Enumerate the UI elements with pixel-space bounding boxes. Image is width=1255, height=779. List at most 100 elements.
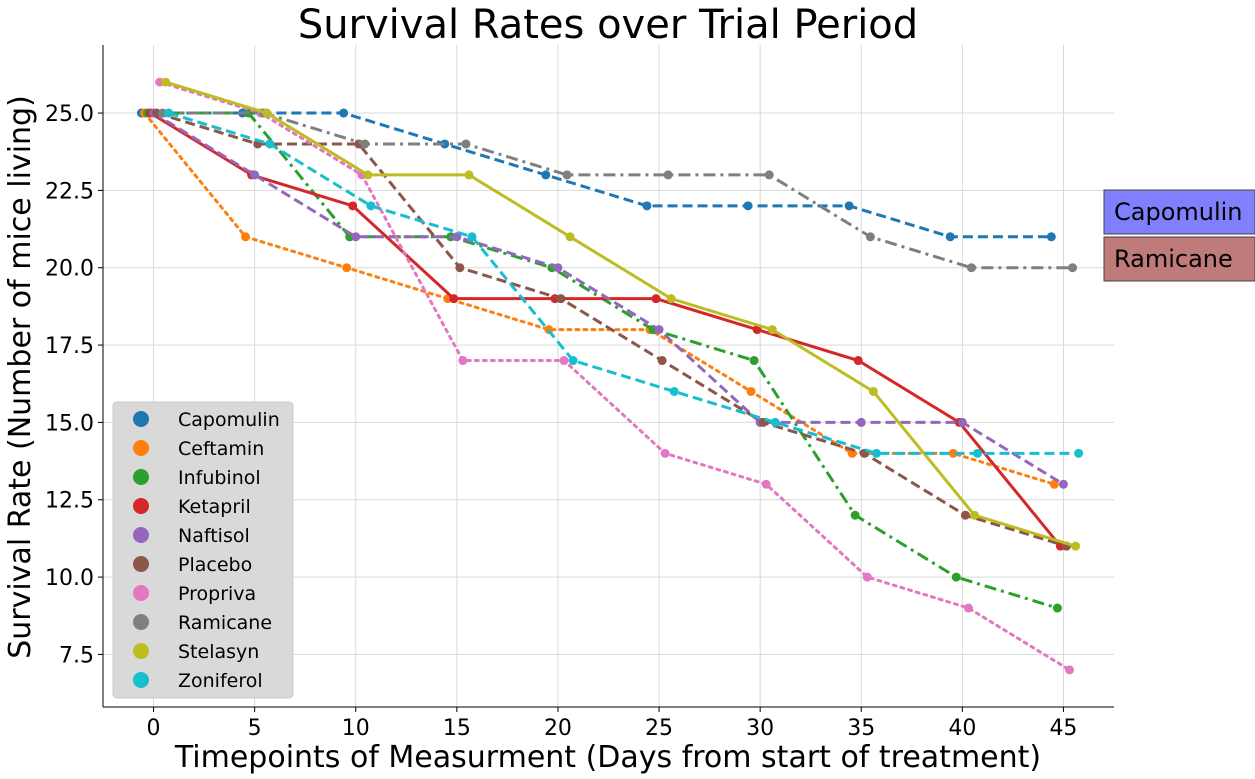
- data-point: [161, 77, 171, 87]
- legend-marker: [133, 643, 149, 659]
- series-lines: [136, 77, 1084, 675]
- legend-label: Zoniferol: [178, 670, 263, 692]
- data-point: [767, 325, 777, 335]
- data-point: [565, 232, 575, 242]
- data-point: [562, 170, 572, 180]
- data-point: [1074, 448, 1084, 458]
- legend-box: [112, 401, 294, 699]
- data-point: [764, 170, 774, 180]
- data-point: [657, 356, 667, 366]
- x-tick-label: 15: [443, 716, 471, 741]
- annotation-label: Ramicane: [1114, 245, 1233, 273]
- data-point: [749, 356, 759, 366]
- x-tick-label: 25: [645, 716, 673, 741]
- data-point: [847, 448, 857, 458]
- x-tick-label: 20: [544, 716, 572, 741]
- data-point: [746, 386, 756, 396]
- x-tick-label: 45: [1049, 716, 1077, 741]
- series-ketapril: [146, 108, 1065, 551]
- series-line: [149, 111, 1062, 548]
- series-line: [168, 111, 1079, 455]
- series-line: [156, 111, 1067, 548]
- data-point: [348, 201, 358, 211]
- data-point: [853, 356, 863, 366]
- data-point: [945, 232, 955, 242]
- data-point: [865, 232, 875, 242]
- chart-title: Survival Rates over Trial Period: [298, 2, 918, 48]
- legend-marker: [133, 440, 149, 456]
- annotation-tag: [1103, 236, 1255, 282]
- data-point: [1058, 479, 1068, 489]
- data-point: [669, 386, 679, 396]
- data-point: [752, 325, 762, 335]
- y-tick-label: 10.0: [45, 566, 94, 591]
- y-tick-label: 12.5: [45, 489, 94, 514]
- data-point: [351, 232, 361, 242]
- y-tick-label: 7.5: [59, 643, 94, 668]
- data-point: [1046, 232, 1056, 242]
- legend-label: Ketapril: [178, 496, 251, 518]
- x-tick-label: 10: [342, 716, 370, 741]
- data-point: [553, 263, 563, 273]
- legend-marker: [133, 498, 149, 514]
- data-point: [366, 201, 376, 211]
- data-point: [250, 170, 260, 180]
- legend-label: Capomulin: [178, 409, 280, 431]
- data-point: [265, 139, 275, 149]
- axes: [98, 45, 1114, 712]
- data-point: [455, 263, 465, 273]
- x-tick-label: 0: [147, 716, 161, 741]
- data-point: [850, 510, 860, 520]
- series-stelasyn: [161, 77, 1081, 551]
- data-point: [541, 170, 551, 180]
- data-point: [467, 232, 477, 242]
- data-point: [973, 448, 983, 458]
- y-tick-label: 17.5: [45, 334, 94, 359]
- data-point: [948, 448, 958, 458]
- data-point: [871, 448, 881, 458]
- legend-marker: [133, 469, 149, 485]
- x-tick-label: 40: [948, 716, 976, 741]
- data-point: [856, 417, 866, 427]
- x-tick-label: 5: [248, 716, 262, 741]
- data-point: [452, 232, 462, 242]
- annotation-label: Capomulin: [1114, 198, 1243, 226]
- legend-marker: [133, 411, 149, 427]
- y-axis-title: Survival Rate (Number of mice living): [3, 95, 38, 659]
- data-point: [761, 479, 771, 489]
- data-point: [663, 170, 673, 180]
- data-point: [951, 572, 961, 582]
- legend-label: Infubinol: [178, 467, 261, 489]
- data-point: [1052, 603, 1062, 613]
- legend-label: Ramicane: [178, 612, 272, 634]
- data-point: [164, 108, 174, 118]
- data-point: [770, 417, 780, 427]
- data-point: [743, 201, 753, 211]
- data-point: [868, 386, 878, 396]
- legend-marker: [133, 614, 149, 630]
- series-line: [141, 111, 1052, 239]
- data-point: [339, 108, 349, 118]
- legend-marker: [133, 527, 149, 543]
- legend-marker: [133, 672, 149, 688]
- data-point: [464, 170, 474, 180]
- data-point: [449, 294, 459, 304]
- x-axis-title: Timepoints of Measurment (Days from star…: [174, 740, 1041, 775]
- legend-label: Naftisol: [178, 525, 250, 547]
- data-point: [844, 201, 854, 211]
- series-line: [165, 80, 1077, 548]
- legend-marker: [133, 556, 149, 572]
- data-point: [1049, 479, 1059, 489]
- legend: Capomulin Ceftamin Infubinol Ketapril Naftis…: [112, 401, 294, 699]
- data-point: [666, 294, 676, 304]
- x-tick-label: 30: [746, 716, 774, 741]
- data-point: [241, 232, 251, 242]
- series-line: [162, 111, 1073, 270]
- data-point: [960, 510, 970, 520]
- data-point: [342, 263, 352, 273]
- data-point: [642, 201, 652, 211]
- data-point: [556, 294, 566, 304]
- data-point: [862, 572, 872, 582]
- legend-label: Propriva: [178, 583, 256, 605]
- data-point: [963, 603, 973, 613]
